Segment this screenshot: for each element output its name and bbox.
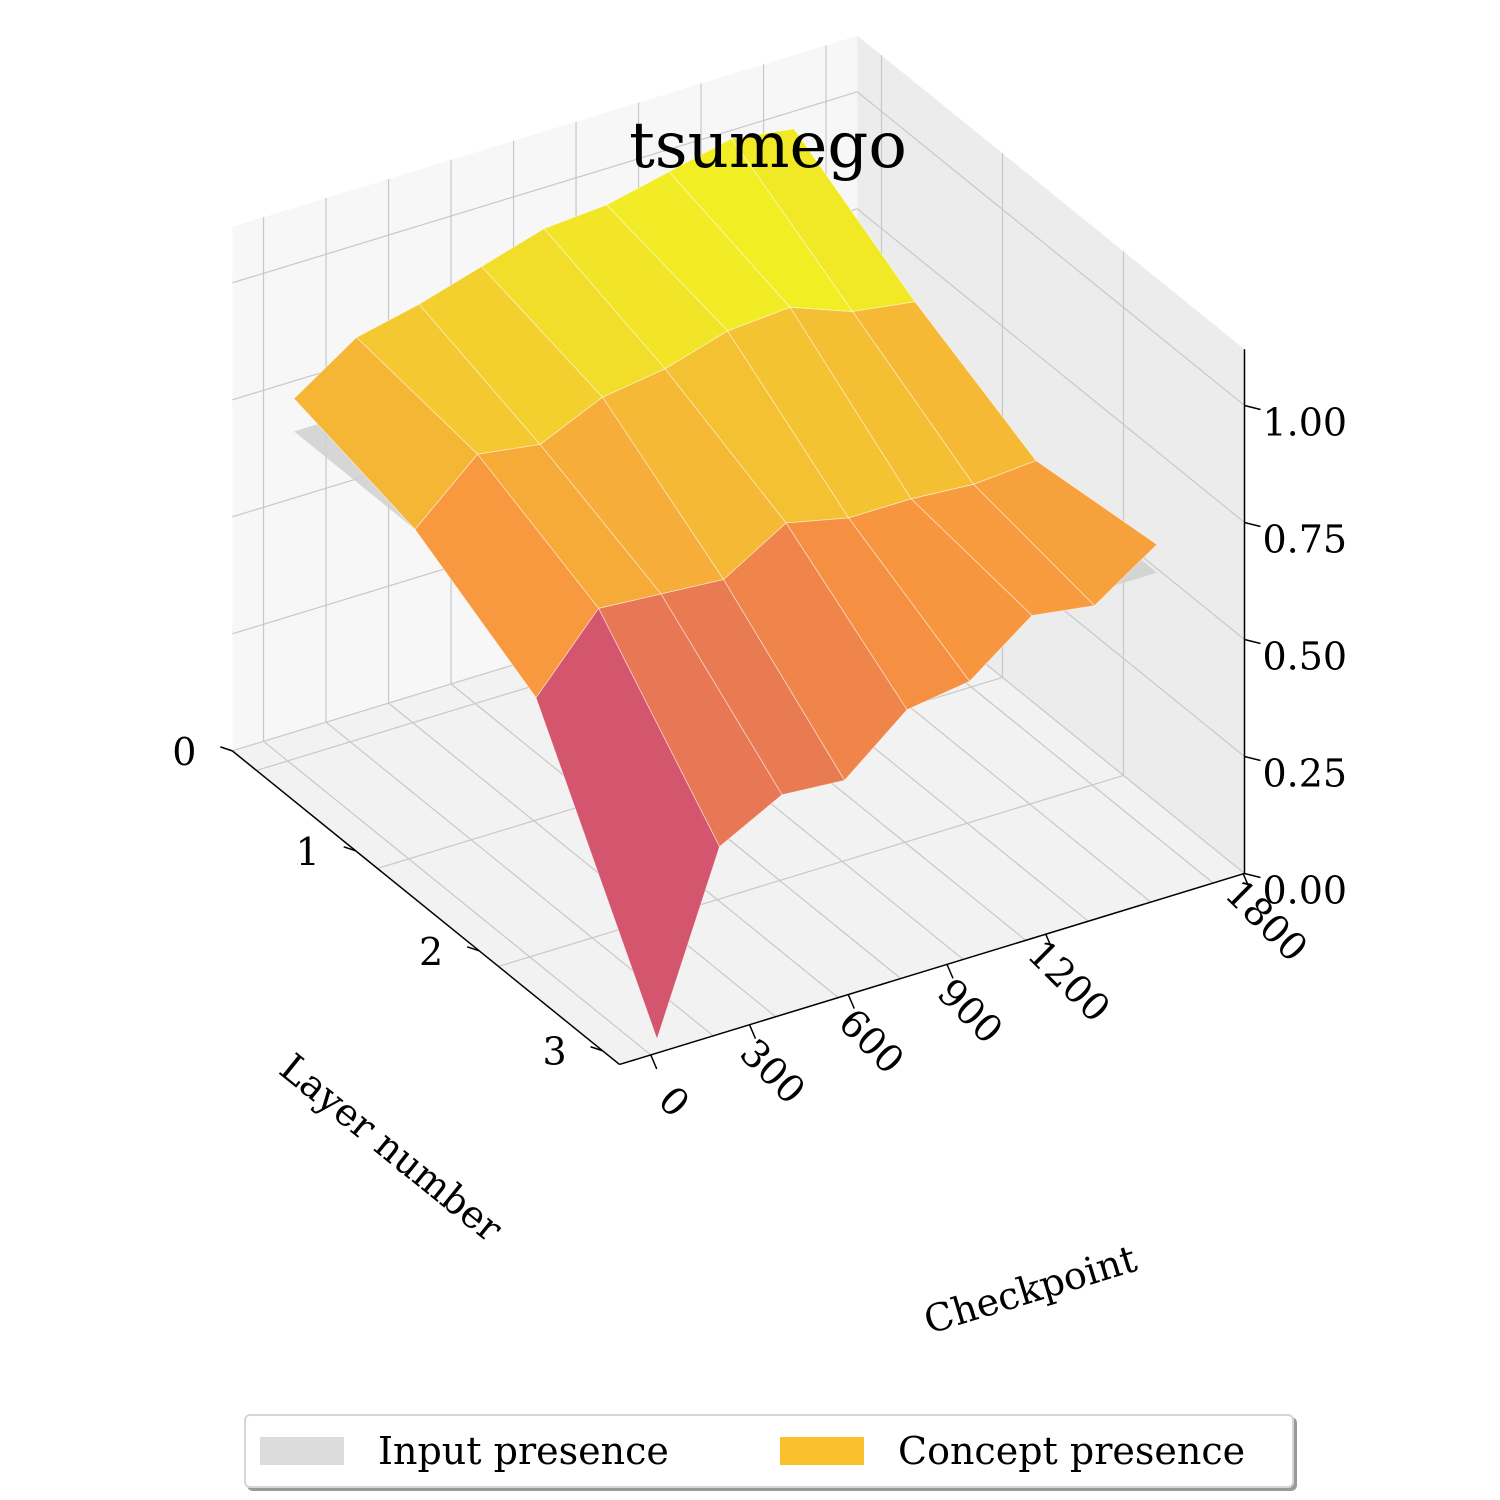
y-tick-label: 3 [542, 1030, 566, 1074]
x-tick-mark [847, 994, 855, 1009]
legend-swatch-input-presence [260, 1437, 344, 1465]
chart-title: tsumego [629, 109, 907, 183]
x-tick-mark [650, 1054, 658, 1070]
x-tick-mark [946, 964, 954, 979]
x-tick-label: 1200 [1019, 931, 1119, 1031]
y-tick-mark [590, 1046, 603, 1052]
y-tick-label: 0 [172, 730, 196, 774]
legend-item-input-presence: Input presence [260, 1416, 669, 1486]
y-tick-label: 1 [296, 830, 320, 874]
y-tick-mark [220, 746, 233, 752]
gridline-floor-layer [498, 774, 1124, 968]
x-tick-label: 0 [650, 1078, 698, 1126]
z-tick-label: 0.25 [1263, 751, 1348, 795]
z-tick-label: 0.00 [1263, 868, 1348, 912]
x-tick-mark [1045, 933, 1053, 949]
legend-label-concept-presence: Concept presence [898, 1429, 1246, 1473]
x-tick-mark [1242, 873, 1250, 889]
legend-label-input-presence: Input presence [378, 1429, 669, 1473]
gridline-back-z [232, 91, 858, 284]
gridline-side-z [856, 91, 1245, 406]
y-tick-label: 2 [419, 930, 443, 974]
y-axis-line [231, 750, 620, 1066]
x-tick-label: 300 [731, 1030, 813, 1112]
x-tick-label: 600 [830, 1000, 912, 1082]
z-tick-label: 1.00 [1263, 400, 1348, 444]
side-pane [857, 35, 1245, 874]
x-axis-line [619, 872, 1245, 1066]
gridline-floor-checkpoint [388, 702, 777, 1018]
z-tick-label: 0.50 [1263, 634, 1348, 678]
y-axis-label: Layer number [272, 1045, 512, 1251]
legend-item-concept-presence: Concept presence [780, 1416, 1245, 1486]
legend-swatch-concept-presence [780, 1437, 864, 1465]
z-tick-mark [1244, 521, 1261, 528]
x-tick-label: 900 [929, 970, 1011, 1052]
gridline-floor-checkpoint [263, 740, 652, 1056]
y-tick-mark [466, 946, 480, 952]
legend: Input presence Concept presence [244, 1414, 1294, 1488]
surface-patch [293, 336, 479, 531]
y-tick-mark [343, 846, 356, 852]
z-tick-label: 0.75 [1263, 517, 1348, 561]
concept-presence-surface [293, 128, 1158, 1041]
x-tick-mark [748, 1024, 757, 1040]
z-tick-mark [1244, 404, 1261, 411]
z-tick-mark [1244, 638, 1261, 645]
z-tick-mark [1244, 755, 1261, 762]
gridline-side-z [856, 208, 1245, 523]
z-tick-mark [1244, 872, 1261, 879]
x-axis-label: Checkpoint [919, 1236, 1142, 1342]
axis-lines [220, 349, 1261, 1070]
